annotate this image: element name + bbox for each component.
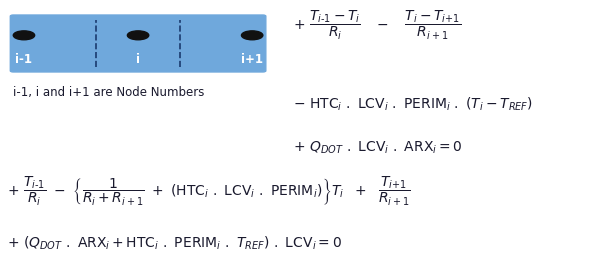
Circle shape [127, 31, 149, 40]
Text: $+\ \dfrac{T_{i\text{-}1}}{R_i}\ -\ \left\{\dfrac{1}{R_i+R_{i+1}}\ +\ (\mathrm{H: $+\ \dfrac{T_{i\text{-}1}}{R_i}\ -\ \lef… [7, 175, 411, 208]
Circle shape [13, 31, 35, 40]
FancyBboxPatch shape [10, 15, 266, 72]
Circle shape [241, 31, 263, 40]
Text: $+\ \dfrac{T_{i\text{-}1} - T_i}{R_i}$$\quad -\quad \dfrac{T_i - T_{i\text{+}1}}: $+\ \dfrac{T_{i\text{-}1} - T_i}{R_i}$$\… [293, 9, 461, 42]
Text: $+\ (Q_{DOT}\ .\ \mathrm{ARX}_i + \mathrm{HTC}_i\ .\ \mathrm{PERIM}_i\ .\ T_{REF: $+\ (Q_{DOT}\ .\ \mathrm{ARX}_i + \mathr… [7, 234, 343, 252]
Text: i-1, i and i+1 are Node Numbers: i-1, i and i+1 are Node Numbers [13, 86, 205, 99]
Text: $+\ Q_{DOT}\ .\ \mathrm{LCV}_i\ .\ \mathrm{ARX}_i = 0$: $+\ Q_{DOT}\ .\ \mathrm{LCV}_i\ .\ \math… [293, 140, 462, 156]
Text: $-\ \mathrm{HTC}_i\ .\ \mathrm{LCV}_i\ .\ \mathrm{PERIM}_i\ .\ (T_i - T_{REF})$: $-\ \mathrm{HTC}_i\ .\ \mathrm{LCV}_i\ .… [293, 95, 533, 113]
Text: i+1: i+1 [241, 53, 263, 66]
Text: i-1: i-1 [16, 53, 32, 66]
Text: i: i [136, 53, 140, 66]
